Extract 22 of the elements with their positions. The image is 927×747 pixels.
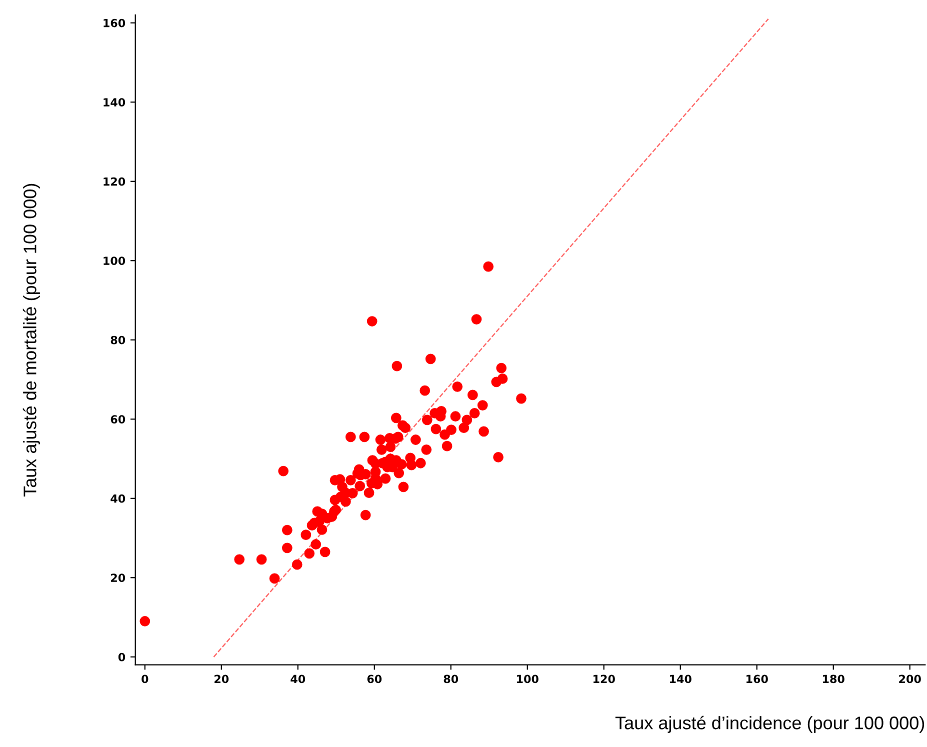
y-tick-label: 80: [110, 336, 126, 344]
y-tick-label: 60: [110, 415, 126, 424]
x-tick-label: 40: [290, 674, 306, 684]
x-axis-title: Taux ajusté d’incidence (pour 100 000): [615, 716, 924, 733]
y-tick-label: 100: [104, 256, 126, 266]
x-tick-label: 60: [367, 674, 382, 684]
y-tick-label: 40: [110, 494, 126, 503]
y-tick-label: 140: [104, 98, 126, 106]
x-tick-label: 80: [444, 674, 458, 684]
x-tick-label: 140: [670, 674, 692, 684]
y-tick-label: 0: [118, 652, 126, 662]
x-tick-label: 200: [899, 674, 921, 684]
y-tick-label: 120: [104, 177, 126, 186]
x-tick-label: 0: [142, 674, 148, 684]
y-axis-title: Taux ajusté de mortalité (pour 100 000): [22, 184, 40, 497]
x-tick-label: 100: [517, 674, 538, 684]
x-tick-label: 120: [594, 674, 615, 684]
x-tick-label: 20: [214, 674, 229, 684]
y-tick-label: 20: [111, 574, 126, 582]
x-tick-label: 180: [823, 674, 844, 684]
x-tick-label: 160: [746, 674, 768, 684]
y-tick-label: 160: [104, 18, 126, 28]
